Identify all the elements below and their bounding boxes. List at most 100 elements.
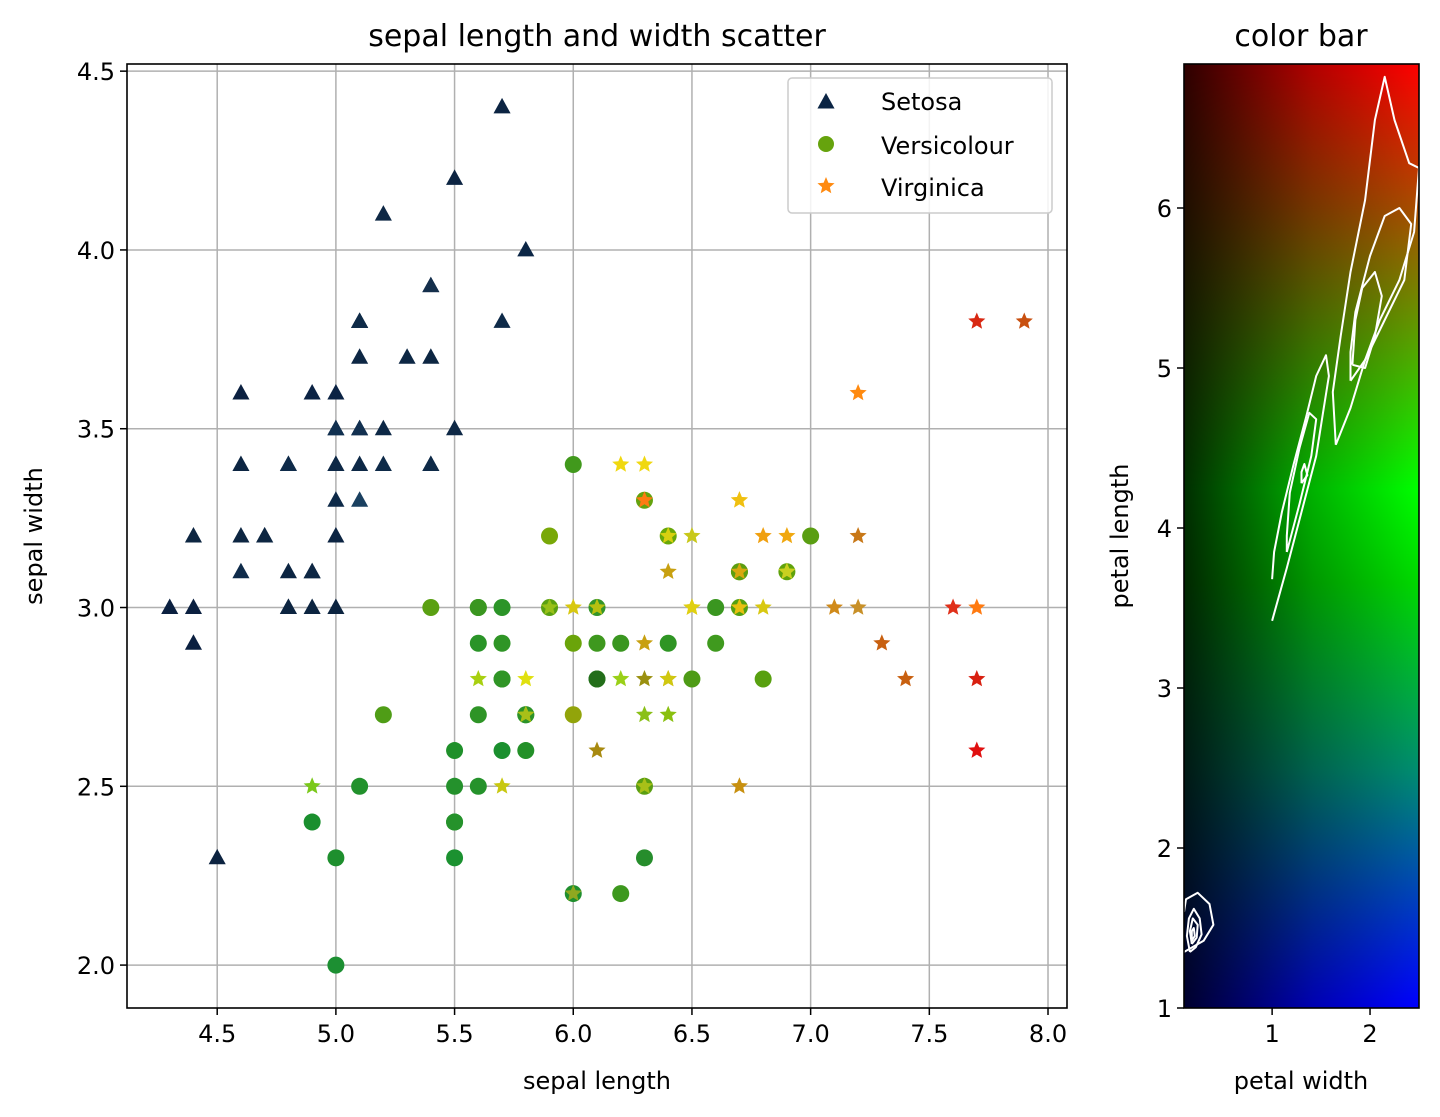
point-versicolour — [588, 670, 606, 688]
point-virginica — [754, 598, 772, 615]
point-versicolour — [564, 634, 582, 652]
contour-line — [1271, 354, 1330, 622]
contour-line — [1285, 411, 1318, 553]
point-versicolour — [707, 634, 725, 652]
color-bar-x-label: petal width — [1234, 1067, 1369, 1095]
point-setosa — [422, 455, 440, 471]
color-bar-frame — [1183, 63, 1420, 1009]
point-setosa — [184, 527, 203, 543]
point-virginica — [635, 455, 654, 472]
point-versicolour — [612, 885, 630, 903]
point-virginica — [944, 598, 962, 615]
color-bar-y-tick-label: 4 — [1157, 515, 1172, 543]
point-virginica — [968, 598, 986, 615]
x-tick-label: 5.0 — [317, 1020, 355, 1048]
scatter-frame — [126, 63, 1068, 1009]
contour-line — [1351, 271, 1383, 369]
scatter-x-label: sepal length — [523, 1067, 671, 1095]
point-virginica — [564, 598, 582, 615]
color-bar-y-tick-label: 3 — [1157, 675, 1172, 703]
color-bar-y-tick-label: 6 — [1157, 195, 1172, 223]
point-virginica — [825, 598, 843, 615]
y-tick-label: 2.0 — [77, 952, 115, 980]
point-virginica — [754, 527, 772, 544]
point-virginica — [849, 598, 867, 615]
point-setosa — [374, 455, 392, 471]
legend-item-virginica: Virginica — [817, 174, 985, 202]
point-setosa — [327, 598, 345, 614]
point-virginica — [849, 383, 867, 401]
point-versicolour — [327, 849, 345, 867]
point-virginica — [659, 705, 677, 723]
point-setosa — [303, 598, 321, 614]
color-bar-image — [1184, 64, 1419, 1008]
point-virginica — [588, 598, 606, 615]
point-versicolour — [374, 706, 392, 724]
point-versicolour — [469, 634, 487, 652]
point-setosa — [351, 455, 369, 471]
legend-label-versicolour: Versicolour — [881, 132, 1014, 160]
point-versicolour — [659, 634, 677, 652]
scatter-y-label: sepal width — [20, 467, 48, 605]
color-bar-y-ticks: 1 2 3 4 5 6 — [1157, 195, 1184, 1023]
legend-marker-versicolour — [818, 136, 834, 152]
point-virginica — [968, 670, 986, 687]
point-setosa — [256, 527, 274, 543]
point-versicolour — [754, 670, 772, 688]
point-virginica — [635, 670, 654, 687]
point-virginica — [683, 598, 701, 615]
point-setosa — [374, 419, 392, 436]
point-setosa — [493, 312, 511, 328]
point-virginica — [730, 491, 748, 508]
point-setosa — [303, 383, 321, 400]
legend-box — [787, 77, 1053, 214]
legend-label-virginica: Virginica — [881, 174, 985, 202]
point-versicolour — [446, 742, 464, 760]
point-virginica — [730, 598, 748, 615]
point-versicolour — [802, 527, 820, 545]
point-setosa — [446, 169, 464, 185]
scatter-x-ticks: 4.5 5.0 5.5 6.0 6.5 7.0 7.5 8.0 — [198, 1008, 1067, 1048]
point-versicolour — [564, 706, 582, 724]
point-setosa — [327, 383, 345, 400]
x-tick-label: 8.0 — [1029, 1020, 1067, 1048]
point-setosa — [279, 562, 297, 579]
point-versicolour — [303, 813, 321, 831]
point-versicolour — [493, 670, 511, 688]
point-virginica — [683, 527, 701, 544]
point-virginica — [778, 527, 796, 544]
color-bar-x-tick-label: 1 — [1264, 1020, 1279, 1048]
point-virginica — [1015, 312, 1033, 329]
point-versicolour — [422, 599, 440, 617]
point-setosa — [232, 383, 250, 400]
point-setosa — [398, 348, 416, 364]
point-setosa — [327, 419, 345, 436]
color-bar-y-label: petal length — [1106, 464, 1134, 609]
legend-marker-virginica — [817, 177, 835, 194]
y-tick-label: 3.5 — [77, 416, 115, 444]
point-setosa — [327, 527, 345, 543]
point-virginica — [517, 705, 535, 723]
point-virginica — [493, 777, 511, 794]
point-virginica — [968, 741, 986, 758]
x-tick-label: 4.5 — [198, 1020, 236, 1048]
point-virginica — [469, 670, 487, 687]
point-versicolour — [683, 670, 701, 688]
point-virginica — [730, 777, 748, 794]
point-virginica — [303, 777, 321, 794]
point-setosa — [493, 97, 511, 114]
point-virginica — [635, 705, 654, 723]
point-setosa — [351, 312, 369, 328]
point-setosa — [232, 455, 250, 471]
point-setosa — [351, 348, 369, 364]
contour-line — [1331, 75, 1419, 446]
point-versicolour — [493, 599, 511, 617]
point-versicolour — [469, 777, 487, 795]
point-virginica — [778, 562, 796, 580]
point-setosa — [232, 562, 250, 579]
point-virginica — [635, 634, 654, 651]
point-versicolour — [707, 599, 725, 617]
point-virginica — [659, 562, 677, 580]
color-bar-x-tick-label: 2 — [1362, 1020, 1377, 1048]
